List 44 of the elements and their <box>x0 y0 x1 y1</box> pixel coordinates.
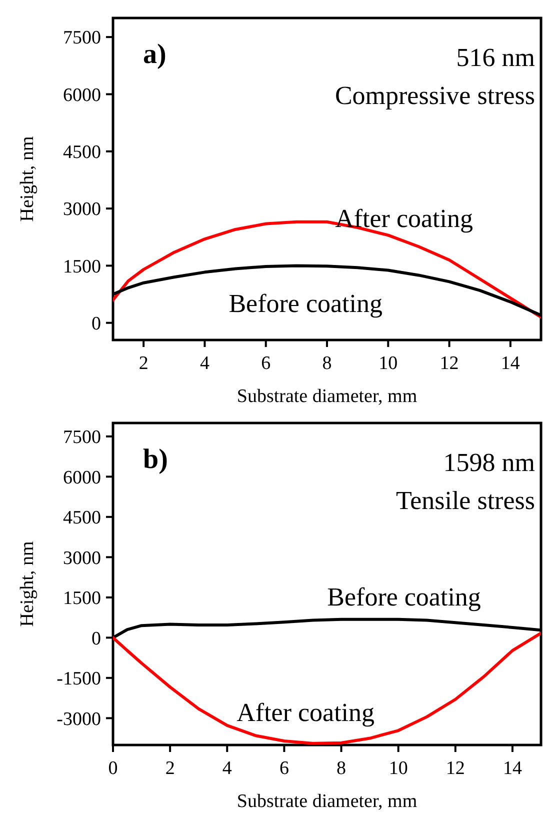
x-axis-title: Substrate diameter, mm <box>236 386 418 407</box>
y-tick-label: -3000 <box>56 708 101 730</box>
x-tick-label: 14 <box>502 758 522 779</box>
y-tick-label: 1500 <box>63 256 101 278</box>
x-tick-label: 8 <box>322 353 332 374</box>
x-tick-label: 6 <box>279 758 289 779</box>
series-label: After coating <box>236 698 375 727</box>
y-tick-label: 0 <box>92 314 101 334</box>
x-tick-label: 6 <box>261 353 271 374</box>
y-tick-label: 4500 <box>63 508 101 529</box>
annotation: b) <box>143 444 168 475</box>
annotation: 516 nm <box>456 43 535 72</box>
series-label: After coating <box>335 204 473 234</box>
y-tick-label: 3000 <box>63 548 101 569</box>
annotation: Tensile stress <box>396 486 535 515</box>
y-tick-label: 0 <box>92 628 101 650</box>
x-tick-label: 12 <box>446 758 465 779</box>
y-tick-label: 6000 <box>63 84 101 106</box>
y-tick-label: 7500 <box>63 427 101 448</box>
y-tick-label: 7500 <box>63 28 101 49</box>
x-tick-label: 4 <box>222 758 232 779</box>
x-tick-label: 10 <box>378 353 398 374</box>
y-axis-title: Height, nm <box>17 136 38 222</box>
y-tick-label: 6000 <box>63 467 101 488</box>
x-axis-title: Substrate diameter, mm <box>236 791 418 812</box>
x-tick-label: 0 <box>108 758 118 779</box>
x-tick-label: 4 <box>200 353 210 374</box>
y-tick-label: -1500 <box>56 668 101 690</box>
x-tick-label: 2 <box>138 353 148 374</box>
annotation: 1598 nm <box>443 448 535 477</box>
y-axis-title: Height, nm <box>17 541 38 627</box>
y-tick-label: 1500 <box>63 588 101 610</box>
series-label: Before coating <box>228 288 382 318</box>
y-tick-label: 3000 <box>63 199 101 220</box>
line-series <box>113 632 541 745</box>
series-label: Before coating <box>327 582 481 612</box>
y-tick-label: 4500 <box>63 142 101 164</box>
x-tick-label: 2 <box>165 758 175 779</box>
annotation: Compressive stress <box>334 81 535 110</box>
x-tick-label: 12 <box>440 353 459 374</box>
x-tick-label: 10 <box>388 758 408 779</box>
x-tick-label: 14 <box>500 353 520 374</box>
x-tick-label: 8 <box>336 758 346 779</box>
annotation: a) <box>143 39 166 70</box>
